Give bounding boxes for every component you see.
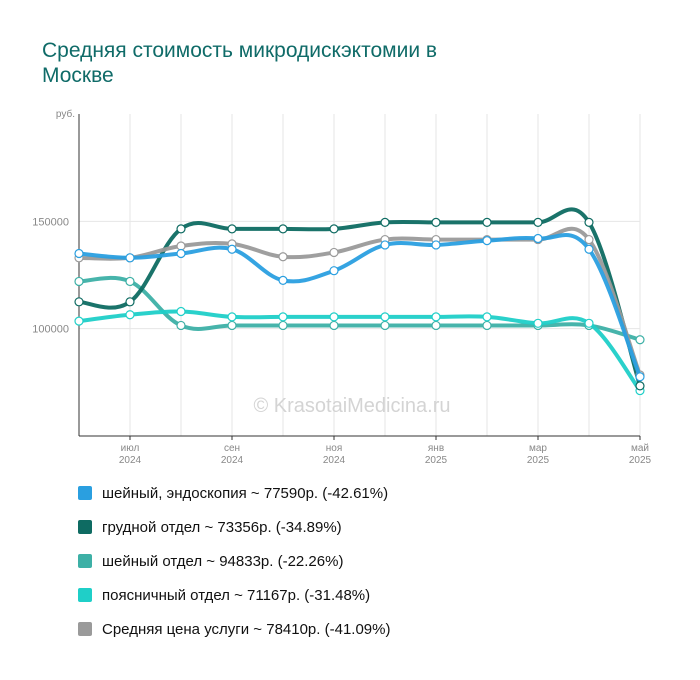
legend-swatch xyxy=(78,622,92,636)
data-point xyxy=(227,320,237,331)
legend-label: грудной отдел ~ 73356р. (-34.89%) xyxy=(102,518,342,536)
line-chart: 100000150000руб.июл2024сен2024ноя2024янв… xyxy=(32,108,652,466)
data-point xyxy=(584,318,594,328)
x-tick-label-month: май xyxy=(631,443,649,454)
legend-item[interactable]: поясничный отдел ~ 71167р. (-31.48%) xyxy=(78,582,390,608)
data-point xyxy=(278,252,288,262)
x-tick-label-year: 2024 xyxy=(323,455,346,466)
watermark: © KrasotaiMedicina.ru xyxy=(253,395,450,417)
legend-swatch xyxy=(78,486,92,500)
data-point xyxy=(176,241,186,251)
data-point xyxy=(74,316,84,326)
series-line xyxy=(77,207,642,388)
data-point xyxy=(482,320,492,331)
data-point xyxy=(125,253,135,263)
data-point xyxy=(278,224,288,234)
y-axis-unit-label: руб. xyxy=(56,108,75,120)
x-tick-label-month: сен xyxy=(224,443,240,454)
x-tick-label-month: янв xyxy=(428,443,444,454)
legend-swatch xyxy=(78,520,92,534)
data-point xyxy=(74,297,84,307)
legend-swatch xyxy=(78,554,92,568)
legend-item[interactable]: Средняя цена услуги ~ 78410р. (-41.09%) xyxy=(78,616,390,642)
data-point xyxy=(227,224,237,234)
data-point xyxy=(533,318,543,328)
chart-title: Средняя стоимость микродискэктомии в Мос… xyxy=(42,39,438,87)
data-point xyxy=(176,306,186,317)
data-point xyxy=(584,217,594,228)
data-point xyxy=(176,320,186,331)
y-tick-label: 150000 xyxy=(32,216,69,228)
data-point xyxy=(635,372,645,382)
data-point xyxy=(431,217,441,228)
data-point xyxy=(380,320,390,331)
data-point xyxy=(482,217,492,228)
data-point xyxy=(584,244,594,254)
data-point xyxy=(278,320,288,331)
legend-item[interactable]: шейный, эндоскопия ~ 77590р. (-42.61%) xyxy=(78,480,390,506)
data-point xyxy=(125,297,135,307)
data-point xyxy=(278,312,288,322)
data-point xyxy=(227,244,237,254)
legend-item[interactable]: шейный отдел ~ 94833р. (-22.26%) xyxy=(78,548,390,574)
legend-swatch xyxy=(78,588,92,602)
x-tick-label-month: мар xyxy=(529,443,547,454)
data-point xyxy=(482,312,492,322)
data-point xyxy=(74,248,84,259)
legend-label: шейный, эндоскопия ~ 77590р. (-42.61%) xyxy=(102,484,389,502)
data-point xyxy=(74,276,84,287)
x-tick-label-year: 2024 xyxy=(119,455,142,466)
data-point xyxy=(329,320,339,331)
legend-label: поясничный отдел ~ 71167р. (-31.48%) xyxy=(102,586,371,604)
data-point xyxy=(431,240,441,250)
data-point xyxy=(329,247,339,258)
x-tick-label-year: 2025 xyxy=(527,455,550,466)
legend-label: шейный отдел ~ 94833р. (-22.26%) xyxy=(102,552,344,570)
y-tick-label: 100000 xyxy=(32,324,69,336)
data-point xyxy=(482,236,492,246)
series-line xyxy=(77,275,642,342)
data-point xyxy=(329,224,339,234)
x-tick-label-month: ноя xyxy=(326,443,343,454)
data-point xyxy=(278,275,288,285)
legend-item[interactable]: грудной отдел ~ 73356р. (-34.89%) xyxy=(78,514,390,540)
data-point xyxy=(380,240,390,250)
data-point xyxy=(176,248,186,259)
x-tick-label-year: 2025 xyxy=(629,455,652,466)
x-tick-label-year: 2025 xyxy=(425,455,448,466)
data-point xyxy=(584,234,594,245)
series-line xyxy=(77,226,642,378)
data-point xyxy=(176,224,186,234)
data-point xyxy=(329,312,339,322)
data-point xyxy=(635,335,645,345)
x-tick-label-year: 2024 xyxy=(221,455,244,466)
legend-label: Средняя цена услуги ~ 78410р. (-41.09%) xyxy=(102,620,391,638)
data-point xyxy=(431,320,441,331)
data-point xyxy=(125,276,135,287)
data-point xyxy=(431,312,441,322)
data-point xyxy=(329,266,339,276)
series-line xyxy=(77,233,642,379)
x-tick-label-month: июл xyxy=(121,443,140,454)
data-point xyxy=(380,217,390,228)
data-point xyxy=(533,217,543,228)
data-point xyxy=(380,312,390,322)
data-point xyxy=(125,310,135,320)
data-point xyxy=(227,312,237,322)
data-point xyxy=(635,381,645,391)
chart-legend: шейный, эндоскопия ~ 77590р. (-42.61%) гр… xyxy=(78,480,390,650)
data-point xyxy=(533,233,543,244)
